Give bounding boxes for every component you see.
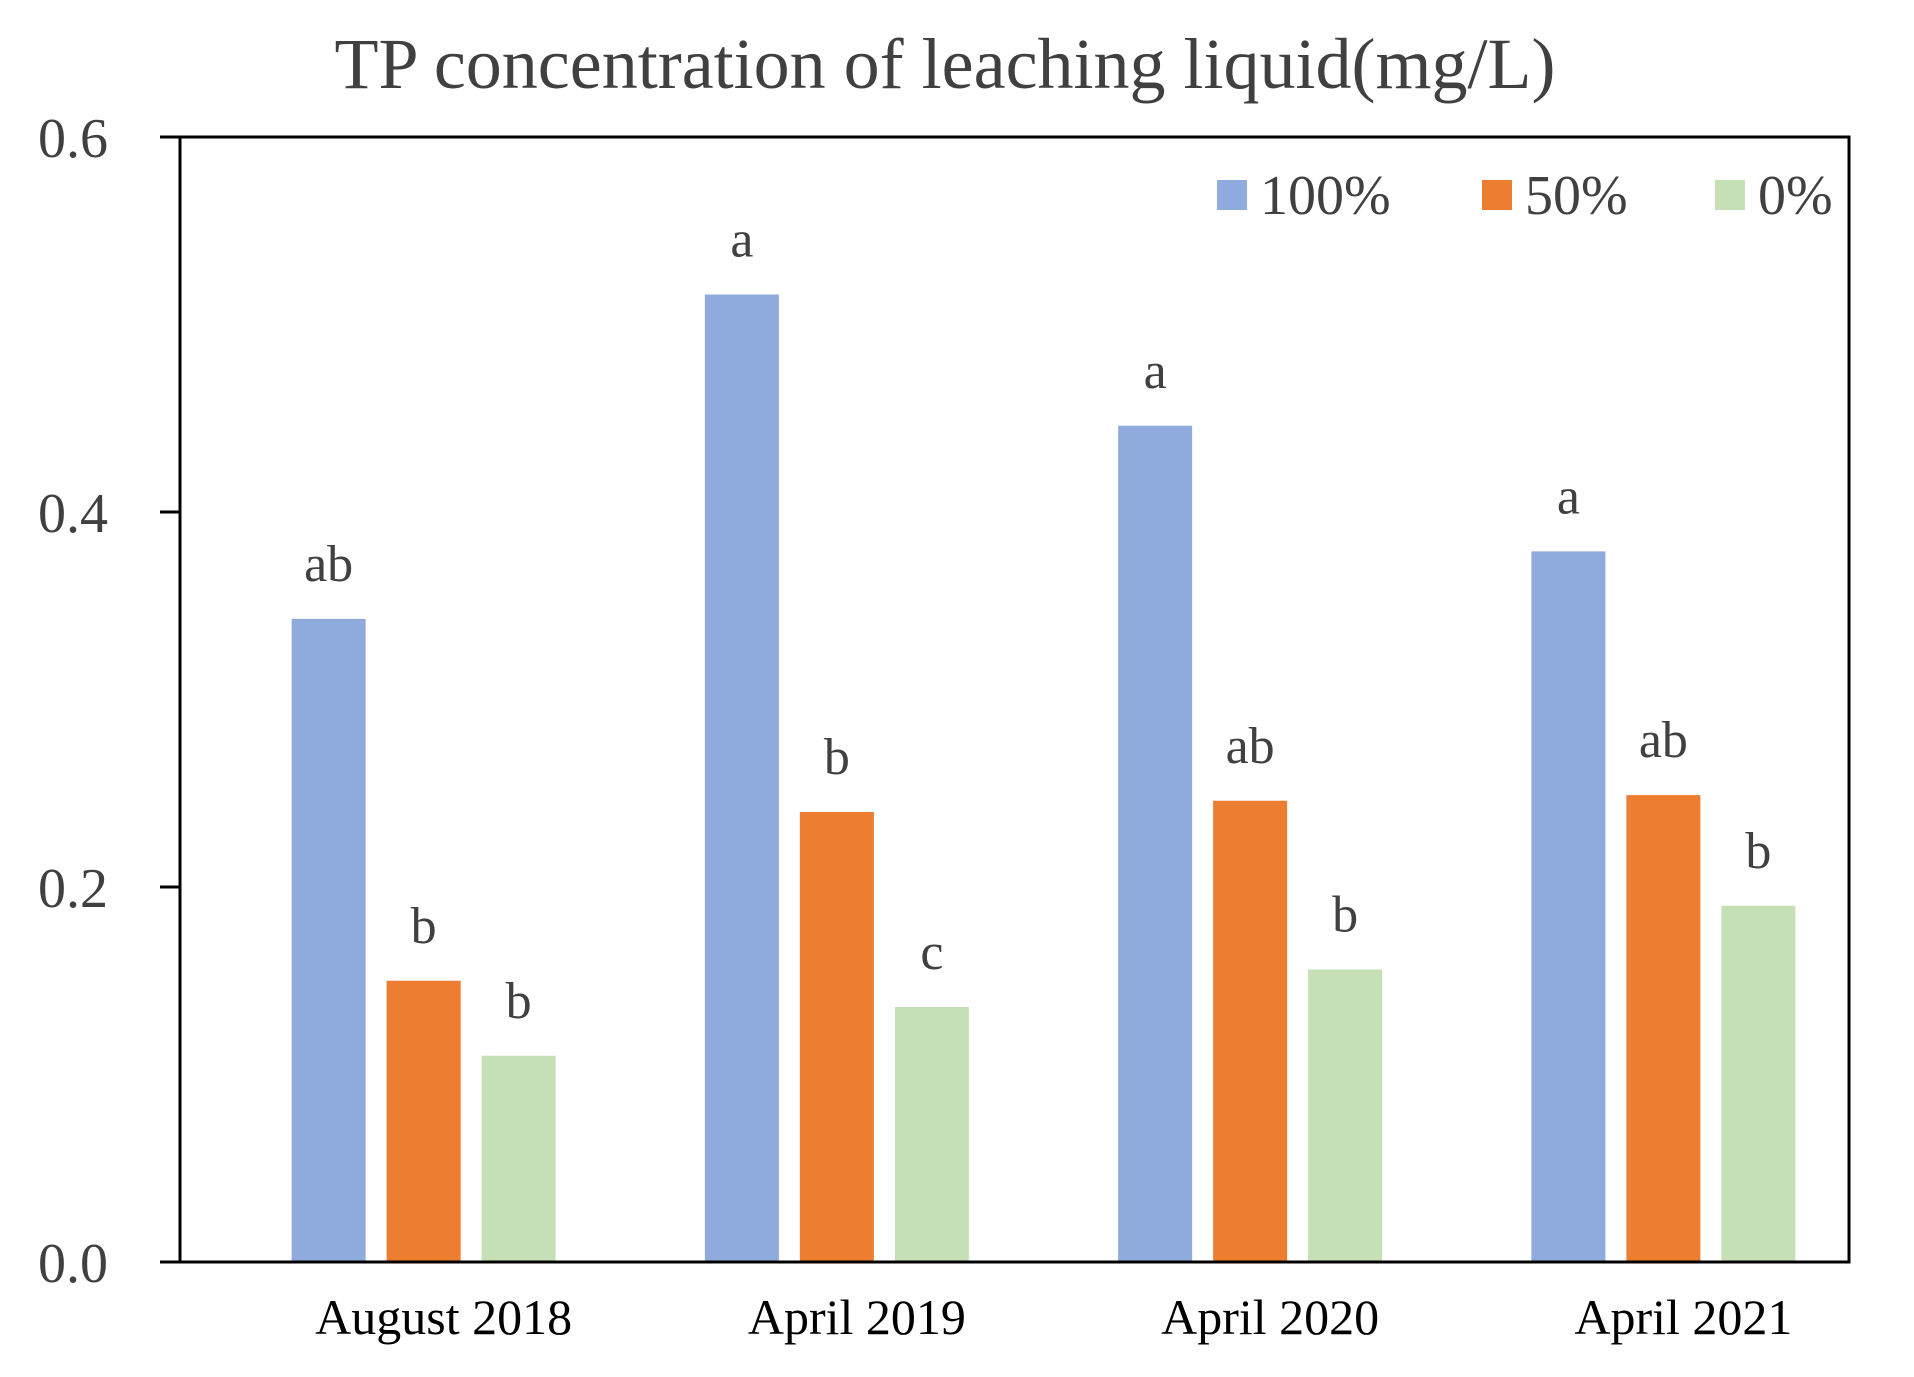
x-axis-labels: August 2018 April 2019 April 2020 April 202… — [315, 1289, 1792, 1345]
significance-label: b — [824, 729, 850, 786]
chart-title: TP concentration of leaching liquid(mg/L… — [335, 24, 1556, 104]
plot-area-border — [178, 135, 1851, 1264]
significance-label: ab — [1226, 718, 1275, 775]
significance-label: ab — [1639, 712, 1688, 769]
x-category-label: August 2018 — [315, 1289, 572, 1345]
legend-swatch-50pct — [1482, 180, 1512, 210]
x-category-label: April 2019 — [748, 1289, 966, 1345]
significance-label: c — [920, 924, 943, 981]
bar-100pct-1 — [704, 294, 779, 1262]
y-tick-label: 0.0 — [38, 1233, 108, 1295]
significance-label: ab — [304, 536, 353, 593]
legend-label: 0% — [1758, 165, 1833, 227]
legend-label: 50% — [1525, 165, 1628, 227]
bar-0pct-3 — [1721, 905, 1796, 1262]
bar-50pct-1 — [799, 812, 874, 1262]
bar-0pct-2 — [1308, 969, 1383, 1262]
significance-label: b — [1745, 823, 1771, 880]
y-tick-label: 0.6 — [38, 108, 108, 170]
bar-50pct-0 — [386, 980, 461, 1262]
x-category-label: April 2021 — [1574, 1289, 1792, 1345]
significance-label: a — [1557, 468, 1580, 525]
y-tick-label: 0.2 — [38, 858, 108, 920]
x-category-label: April 2020 — [1161, 1289, 1379, 1345]
bar-50pct-3 — [1626, 795, 1701, 1262]
y-axis: 0.0 0.2 0.4 0.6 — [38, 108, 180, 1295]
significance-label: a — [1144, 343, 1167, 400]
bar-100pct-0 — [291, 618, 366, 1262]
y-tick-label: 0.4 — [38, 483, 108, 545]
bar-100pct-3 — [1531, 551, 1606, 1262]
legend-swatch-0pct — [1715, 180, 1745, 210]
significance-label: a — [730, 212, 753, 269]
bar-100pct-2 — [1118, 425, 1193, 1262]
significance-label: b — [506, 973, 532, 1030]
significance-label: b — [411, 898, 437, 955]
bar-0pct-1 — [894, 1007, 969, 1262]
significance-label: b — [1332, 887, 1358, 944]
bar-50pct-2 — [1213, 800, 1288, 1262]
legend-swatch-100pct — [1217, 180, 1247, 210]
legend-label: 100% — [1260, 165, 1391, 227]
legend: 100% 50% 0% — [1217, 165, 1833, 227]
bar-0pct-0 — [481, 1055, 556, 1262]
bars-group — [291, 294, 1796, 1262]
